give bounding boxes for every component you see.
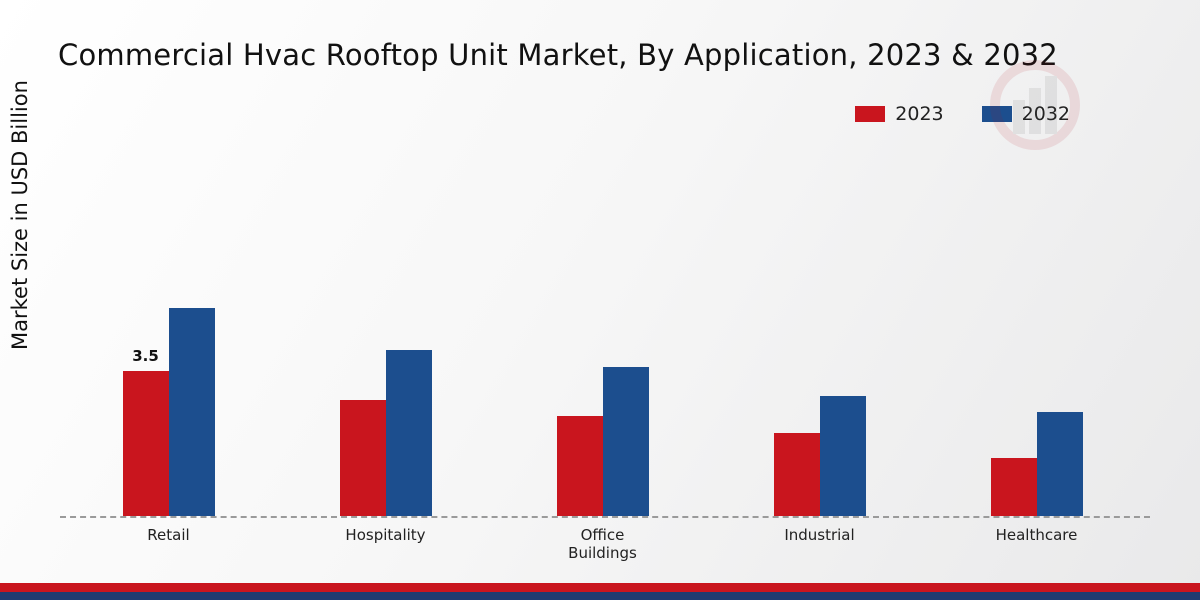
legend-label-2032: 2032	[1021, 103, 1070, 125]
bar-group	[494, 140, 711, 516]
bar-2023	[339, 400, 386, 516]
legend-item-2032: 2032	[981, 103, 1070, 125]
legend-swatch-2032-icon	[981, 106, 1012, 122]
footer-accent-band-red	[0, 583, 1200, 592]
bar-2032	[168, 308, 215, 516]
bar-group	[928, 140, 1145, 516]
bar-group	[711, 140, 928, 516]
category-label: Healthcare	[995, 526, 1078, 544]
bar-2023	[556, 416, 603, 516]
category-label: Industrial	[784, 526, 855, 544]
legend-item-2023: 2023	[855, 103, 944, 125]
footer-accent-band-blue	[0, 592, 1200, 600]
bar-2023	[990, 458, 1037, 516]
plot-area: 3.5	[60, 140, 1145, 516]
category-label: Retail	[147, 526, 190, 544]
category-label: Hospitality	[345, 526, 426, 544]
bar-groups: 3.5	[60, 140, 1145, 516]
category-label: Office Buildings	[568, 526, 637, 562]
bar-2032	[1036, 412, 1083, 516]
bar-2032	[602, 367, 649, 516]
legend-label-2023: 2023	[895, 103, 944, 125]
bar-2032	[385, 350, 432, 516]
x-axis-baseline	[60, 516, 1150, 518]
y-axis-label: Market Size in USD Billion	[8, 80, 32, 350]
chart-title: Commercial Hvac Rooftop Unit Market, By …	[58, 38, 1058, 72]
category-axis: Retail Hospitality Office Buildings Industr…	[60, 522, 1145, 562]
bar-2032	[819, 396, 866, 516]
bar-value-label: 3.5	[132, 347, 159, 365]
chart-legend: 2023 2032	[855, 103, 1070, 125]
bar-group	[277, 140, 494, 516]
bar-2023	[773, 433, 820, 516]
bar-2023: 3.5	[122, 347, 169, 516]
legend-swatch-2023-icon	[855, 106, 886, 122]
bar-group: 3.5	[60, 140, 277, 516]
